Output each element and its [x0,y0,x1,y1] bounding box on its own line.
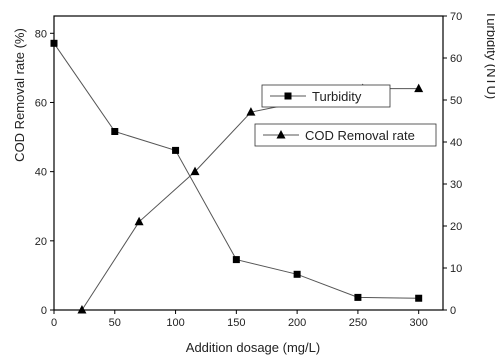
y-right-tick-label: 0 [450,305,456,317]
series-turbidity [50,39,423,302]
legend-label: COD Removal rate [305,128,415,143]
legend-entry: Turbidity [261,84,391,108]
data-point [354,293,362,301]
y-left-tick-label: 80 [35,28,47,40]
data-point [172,146,180,154]
legend-marker [276,130,286,139]
data-point [111,128,119,135]
data-point [246,107,256,116]
data-point [190,166,200,176]
plot-frame-border [53,15,444,311]
x-tick-label: 100 [166,317,184,329]
series-cod-removal-rate [77,83,424,314]
y-axis-left-label: COD Removal rate (%) [12,28,27,162]
data-point [414,83,424,93]
data-point [77,305,87,314]
x-tick-label: 50 [109,317,121,329]
x-tick-label: 150 [227,317,245,329]
legend-label: Turbidity [312,89,362,104]
y-axis-right-label: Turbidity (NTU) [484,11,495,99]
y-right-tick-label: 10 [450,263,462,275]
legend-box [261,84,391,108]
x-tick-label: 250 [349,317,367,329]
data-point [134,216,144,226]
x-axis-label: Addition dosage (mg/L) [186,340,320,355]
x-tick-label: 200 [288,317,306,329]
y-left-tick-label: 20 [35,236,47,248]
y-right-tick-label: 30 [450,179,462,191]
legend-box [254,123,437,147]
y-right-tick-label: 40 [450,137,462,149]
series-line [81,88,419,311]
y-left-tick-label: 60 [35,97,47,109]
y-right-tick-label: 60 [450,53,462,65]
y-right-tick-label: 20 [450,221,462,233]
y-right-tick-label: 50 [450,95,462,107]
y-left-tick-label: 40 [35,167,47,179]
data-point [50,39,58,47]
legend-entry: COD Removal rate [254,123,437,147]
y-right-tick-label: 70 [450,11,462,23]
data-point [415,294,423,302]
y-left-tick-label: 0 [41,305,47,317]
legend-marker [284,92,292,100]
data-point [232,256,240,264]
x-tick-label: 300 [410,317,428,329]
data-point [293,270,301,278]
x-tick-label: 0 [51,317,57,329]
